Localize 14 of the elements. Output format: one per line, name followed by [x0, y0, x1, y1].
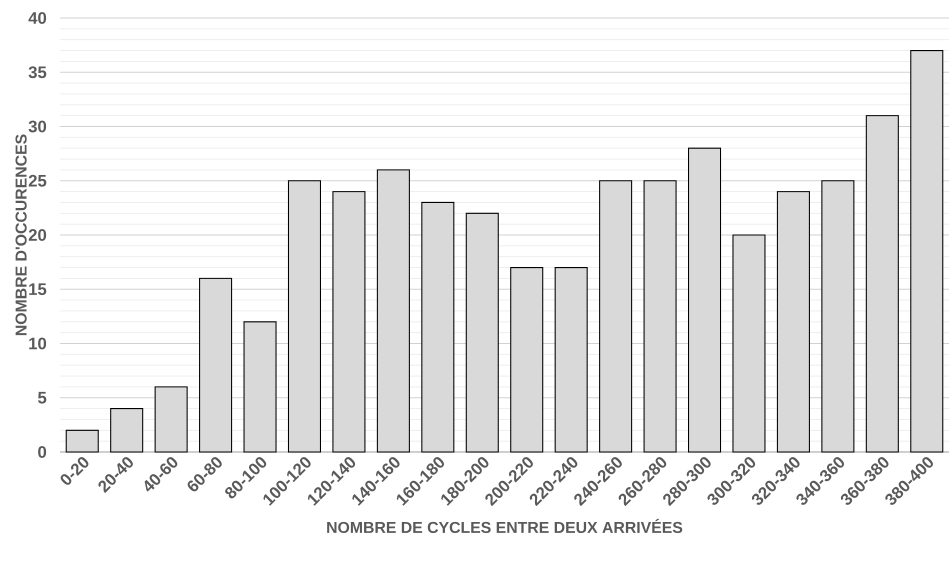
y-tick-label: 35	[28, 66, 46, 78]
y-axis-title: NOMBRE D'OCCURENCES	[15, 134, 27, 336]
x-axis-title: NOMBRE DE CYCLES ENTRE DEUX ARRIVÉES	[327, 518, 682, 534]
y-tick-label: 0	[38, 446, 46, 458]
x-tick-label: 0-20	[60, 457, 88, 485]
y-tick-label: 25	[28, 174, 46, 187]
bar	[66, 430, 99, 453]
y-tick-label: 20	[28, 229, 46, 241]
y-tick-label: 30	[28, 120, 46, 132]
y-tick-label: 5	[38, 392, 46, 404]
y-tick-label: 10	[29, 338, 46, 350]
bar	[110, 408, 144, 453]
y-tick-label: 15	[29, 283, 46, 296]
y-tick-label: 40	[28, 12, 46, 24]
